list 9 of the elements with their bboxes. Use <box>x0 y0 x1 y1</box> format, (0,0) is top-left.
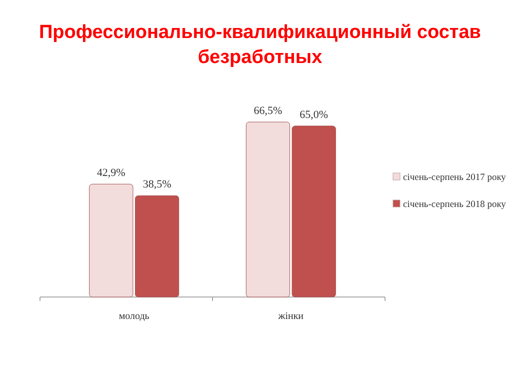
legend-label: січень-серпень 2017 року <box>403 173 506 183</box>
data-label: 66,5% <box>254 105 282 117</box>
chart-title: Профессионально-квалификационный состав безработных <box>39 22 481 68</box>
data-label: 42,9% <box>96 167 126 180</box>
data-label: 38,5% <box>142 178 172 191</box>
legend-label: січень-серпень 2018 року <box>403 200 506 210</box>
x-tick-label: молодь <box>118 311 150 322</box>
x-tick-label: жінки <box>277 311 304 322</box>
data-label: 65,0% <box>300 108 328 121</box>
